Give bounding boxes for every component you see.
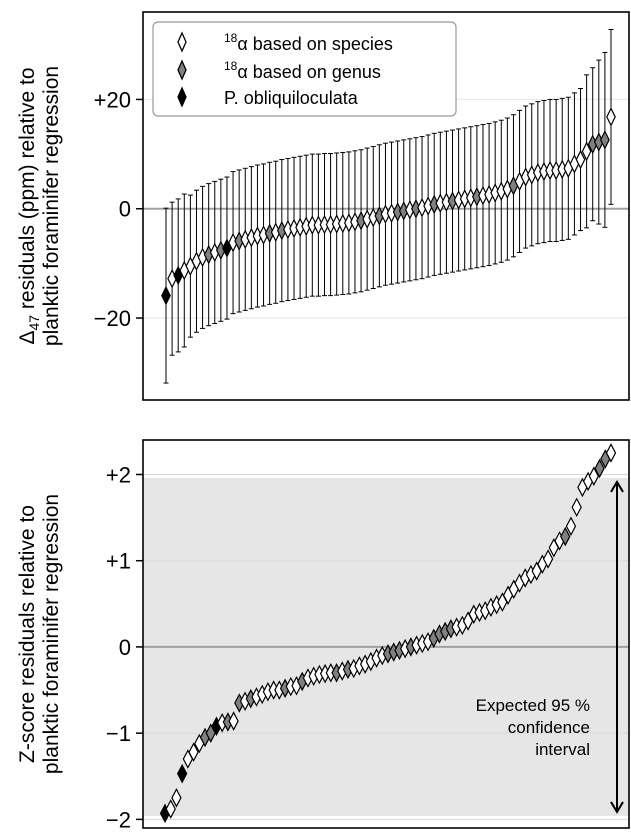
bottom-marker [571, 497, 582, 518]
bottom-y-ticks: +2 +1 0 −1 −2 [106, 462, 143, 832]
bottom-marker [188, 742, 199, 762]
top-marker [600, 130, 610, 150]
top-y-axis-label-2: planktic foraminifer regression [40, 66, 63, 346]
bottom-marker [605, 443, 617, 463]
legend-marker-genus [177, 59, 187, 81]
legend-box [152, 21, 457, 117]
bottom-marker [165, 799, 176, 819]
bottom-y-tick-label: +1 [106, 549, 131, 574]
top-ylabel-line2: planktic foraminifer regression [40, 66, 63, 346]
bottom-marker [176, 763, 188, 784]
legend-label-obliquiloculata: P. obliquiloculata [224, 88, 359, 108]
top-y-tick-label: 0 [119, 197, 131, 222]
top-marker [606, 107, 616, 127]
bottom-y-tick-label: +2 [106, 462, 131, 487]
top-y-tick-label: +20 [94, 87, 131, 112]
legend-marker-species [177, 31, 187, 53]
annotation-line1: Expected 95 % [476, 696, 590, 715]
top-plot-frame [142, 11, 630, 401]
bottom-y-tick-label: 0 [119, 635, 131, 660]
top-y-ticks: +20 0 −20 [94, 87, 143, 331]
bottom-y-tick-label: −1 [106, 721, 131, 746]
bottom-zscore-chart: +2+10−1−2 Z-score residuals relative to … [16, 439, 630, 832]
annotation-line2: confidence [508, 718, 590, 737]
top-y-tick-label: −20 [94, 306, 131, 331]
confidence-arrow [610, 479, 624, 814]
annotation-line3: interval [535, 740, 590, 759]
top-residual-chart: +200−20 Δ47 residuals (ppm) relative to … [16, 11, 630, 401]
legend: 18α based on species 18α based on genus … [152, 21, 457, 117]
bottom-y-tick-label: −2 [106, 807, 131, 832]
bottom-ylabel-line2: planktic foraminifer regression [40, 494, 63, 774]
legend-label-genus: 18α based on genus [224, 59, 381, 82]
bottom-markers [159, 443, 617, 824]
bottom-marker [594, 458, 605, 479]
bottom-y-axis-label-2: planktic foraminifer regression [40, 494, 63, 774]
top-marker [581, 141, 592, 162]
bottom-marker [171, 788, 182, 808]
bottom-ylabel-line1: Z-score residuals relative to [16, 505, 39, 763]
top-markers [161, 107, 616, 306]
top-marker [575, 149, 586, 170]
bottom-y-axis-label: Z-score residuals relative to [16, 505, 39, 763]
top-marker [161, 285, 171, 306]
legend-label-species: 18α based on species [224, 31, 393, 54]
arrow-head-down [610, 801, 624, 814]
top-ylabel-line1: Δ47 residuals (ppm) relative to [16, 67, 42, 344]
top-y-axis-label: Δ47 residuals (ppm) relative to [16, 67, 42, 344]
bottom-marker [542, 549, 554, 569]
bottom-marker [560, 526, 571, 547]
arrow-head-up [610, 479, 624, 493]
bottom-marker [228, 711, 239, 731]
bottom-plot-frame [142, 439, 630, 829]
legend-marker-obliquiloculata [177, 86, 187, 108]
bottom-marker [565, 516, 577, 537]
bottom-marker [588, 466, 600, 486]
